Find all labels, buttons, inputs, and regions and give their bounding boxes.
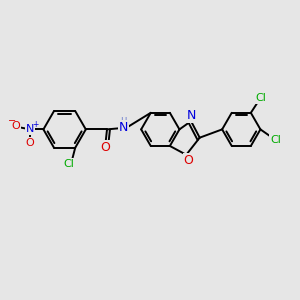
Text: Cl: Cl <box>270 135 281 145</box>
Text: H: H <box>120 117 126 126</box>
Text: N: N <box>26 124 34 134</box>
Text: N: N <box>118 122 128 134</box>
Text: O: O <box>26 138 34 148</box>
Text: Cl: Cl <box>64 159 75 169</box>
Text: Cl: Cl <box>256 93 266 103</box>
Text: O: O <box>100 141 110 154</box>
Text: O: O <box>12 121 20 131</box>
Text: +: + <box>32 120 39 129</box>
Text: −: − <box>8 116 16 126</box>
Text: N: N <box>186 109 196 122</box>
Text: O: O <box>184 154 194 167</box>
